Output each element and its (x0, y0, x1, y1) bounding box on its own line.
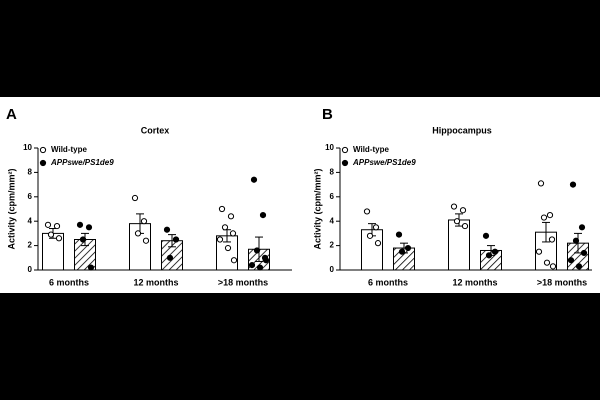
y-tick-label: 10 (23, 143, 32, 152)
panel-label: A (6, 106, 17, 123)
data-point (535, 248, 543, 255)
data-point (140, 218, 148, 225)
data-point (248, 262, 256, 269)
y-tick-label: 4 (330, 216, 335, 225)
data-point (79, 236, 87, 243)
data-point (256, 264, 264, 271)
y-tick-label: 8 (28, 168, 33, 177)
data-point (259, 212, 267, 219)
data-point (485, 252, 493, 259)
data-point (131, 194, 139, 202)
legend-label: APPswe/PS1de9 (352, 158, 416, 167)
data-point (543, 259, 551, 266)
data-point (221, 224, 229, 231)
legend-marker (341, 159, 349, 167)
data-point (230, 257, 238, 264)
data-point (572, 237, 580, 244)
legend-marker (39, 159, 47, 167)
y-tick-label: 8 (330, 168, 335, 177)
data-point (218, 205, 226, 213)
data-point (44, 221, 52, 228)
data-point (580, 249, 588, 257)
data-point (540, 214, 548, 221)
data-point (461, 222, 469, 230)
data-point (262, 257, 270, 264)
data-point (398, 248, 406, 255)
data-point (366, 232, 374, 239)
data-point (47, 231, 55, 238)
x-tick-label: 12 months (452, 277, 497, 287)
y-tick-label: 10 (325, 143, 334, 152)
legend-label: Wild-type (51, 145, 87, 154)
data-point (549, 263, 557, 270)
data-point (134, 230, 142, 237)
data-point (491, 248, 499, 255)
data-point (363, 208, 371, 215)
data-point (172, 236, 180, 243)
data-point (395, 231, 403, 238)
data-point (87, 264, 95, 271)
y-tick-label: 2 (330, 241, 335, 250)
legend-marker (39, 146, 47, 154)
data-point (575, 263, 583, 270)
data-point (216, 236, 224, 243)
data-point (253, 247, 261, 254)
legend-label: Wild-type (353, 145, 389, 154)
x-tick-label: 12 months (133, 277, 178, 287)
data-point (537, 180, 545, 187)
data-point (459, 207, 467, 214)
data-point (142, 237, 150, 244)
y-tick-label: 2 (28, 241, 33, 250)
data-point (548, 236, 556, 243)
y-tick-label: 6 (28, 192, 33, 201)
data-point (76, 221, 84, 228)
y-tick-label: 6 (330, 192, 335, 201)
x-tick-label: >18 months (218, 277, 268, 287)
data-point (166, 254, 174, 261)
y-axis-label: Activity (cpm/mm²) (312, 168, 322, 249)
legend-label: APPswe/PS1de9 (50, 158, 114, 167)
chart-title: Cortex (141, 125, 170, 135)
data-point (229, 230, 237, 237)
data-point (546, 212, 554, 219)
y-tick-label: 0 (330, 265, 335, 274)
data-point (53, 222, 61, 230)
data-point (372, 224, 380, 231)
data-point (450, 203, 458, 210)
data-point (163, 226, 171, 233)
x-tick-label: 6 months (368, 277, 408, 287)
data-point (482, 232, 490, 239)
data-point (227, 213, 235, 220)
y-axis-label: Activity (cpm/mm²) (6, 168, 16, 249)
y-tick-label: 0 (28, 265, 33, 274)
data-point (85, 224, 93, 231)
data-point (250, 176, 258, 183)
data-point (374, 240, 382, 247)
data-point (453, 218, 461, 225)
panel-label: B (322, 106, 333, 123)
x-tick-label: >18 months (537, 277, 587, 287)
data-point (224, 244, 232, 252)
chart-title: Hippocampus (432, 125, 492, 135)
data-point (55, 235, 63, 242)
y-tick-label: 4 (28, 216, 33, 225)
data-point (569, 181, 577, 188)
legend-marker (341, 146, 349, 154)
data-point (404, 244, 412, 252)
data-point (578, 224, 586, 231)
x-tick-label: 6 months (49, 277, 89, 287)
data-point (567, 257, 575, 264)
